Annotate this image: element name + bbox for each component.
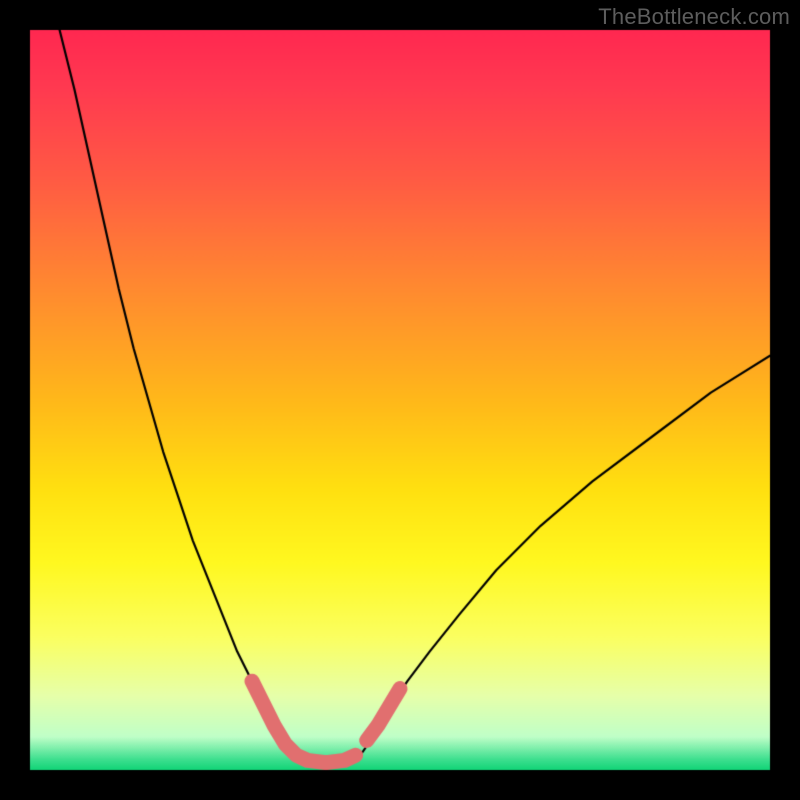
bottleneck-curve-chart <box>0 0 800 800</box>
chart-stage: TheBottleneck.com <box>0 0 800 800</box>
